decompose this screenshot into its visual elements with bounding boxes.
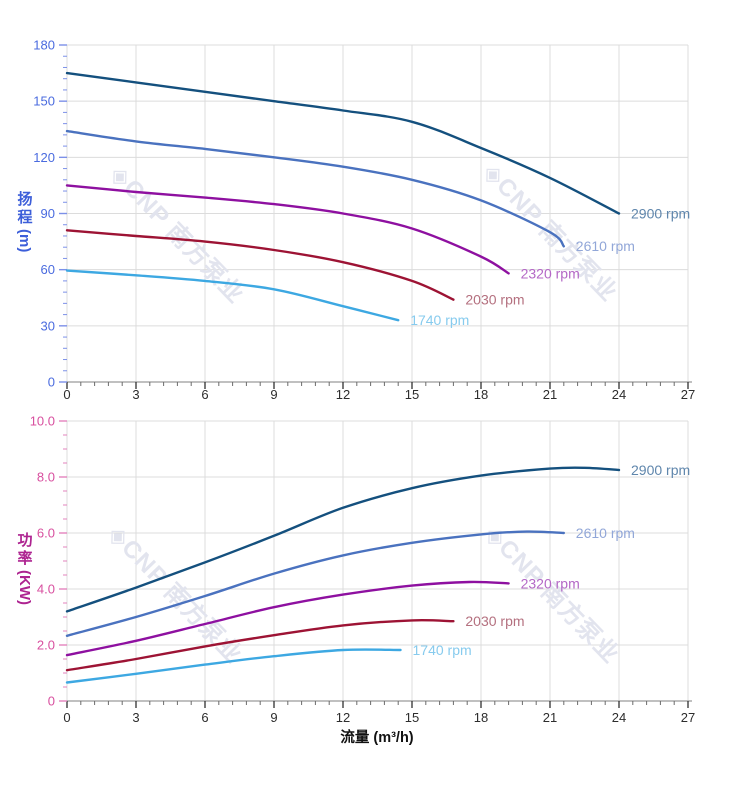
y-axis-title-char: 率 — [17, 549, 32, 567]
x-tick-label: 27 — [681, 387, 695, 402]
curve-2030-rpm-power — [65, 619, 455, 672]
curve-1740-rpm-head — [65, 269, 400, 322]
cnp-watermark: ◈CNP 南方泵业 — [480, 520, 625, 669]
x-axis-title: 流量 (m³/h) — [340, 728, 413, 746]
y-axis-title-unit: (m) — [16, 229, 33, 252]
plots: 2900 rpm 2610 rpm 2320 rpm 2030 rpm 1740 rpm… — [65, 71, 690, 684]
series-label-2610-rpm-power: 2610 rpm — [576, 525, 635, 541]
series-label-2900-rpm-head: 2900 rpm — [631, 205, 690, 221]
x-tick-label: 15 — [405, 387, 419, 402]
series-label-2030-rpm-head: 2030 rpm — [465, 292, 524, 308]
curve-2320-rpm-power — [65, 580, 510, 657]
x-tick-label: 18 — [474, 387, 488, 402]
x-tick-label: 6 — [201, 387, 208, 402]
y-tick-label: 0 — [48, 694, 55, 709]
y-tick-label: 2.0 — [37, 638, 55, 653]
y-tick-label: 30 — [41, 318, 55, 333]
y-tick-label: 10.0 — [30, 414, 55, 429]
x-tick-label: 9 — [270, 387, 277, 402]
y-tick-label: 120 — [33, 150, 55, 165]
x-tick-label: 15 — [405, 710, 419, 725]
y-tick-label: 90 — [41, 206, 55, 221]
y-tick-label: 180 — [33, 38, 55, 53]
series-label-2900-rpm-power: 2900 rpm — [631, 462, 690, 478]
x-tick-label: 0 — [63, 710, 70, 725]
x-tick-label: 9 — [270, 710, 277, 725]
y-axis-title-char: 功 — [17, 532, 32, 549]
curve-2610-rpm-power — [65, 530, 565, 637]
curve-2320-rpm-head — [65, 184, 510, 275]
x-tick-label: 12 — [336, 387, 350, 402]
series-label-2320-rpm-head: 2320 rpm — [521, 265, 580, 281]
series-label-2320-rpm-power: 2320 rpm — [521, 575, 580, 591]
y-axis-title-char: 程 — [17, 209, 32, 226]
curve-1740-rpm-power — [65, 648, 402, 684]
x-tick-label: 3 — [132, 710, 139, 725]
y-axis-title-char: 扬 — [17, 190, 32, 208]
curve-2610-rpm-head — [65, 129, 565, 248]
x-tick-label: 27 — [681, 710, 695, 725]
y-tick-label: 8.0 — [37, 470, 55, 485]
x-tick-label: 3 — [132, 387, 139, 402]
x-tick-label: 21 — [543, 387, 557, 402]
y-tick-label: 60 — [41, 262, 55, 277]
series-label-2610-rpm-head: 2610 rpm — [576, 238, 635, 254]
x-tick-label: 12 — [336, 710, 350, 725]
x-tick-label: 6 — [201, 710, 208, 725]
y-tick-label: 0 — [48, 375, 55, 390]
curve-2030-rpm-head — [65, 229, 455, 301]
x-tick-label: 18 — [474, 710, 488, 725]
x-tick-label: 21 — [543, 710, 557, 725]
y-axis-title-unit: (KW) — [16, 570, 33, 605]
y-tick-label: 150 — [33, 94, 55, 109]
series-label-1740-rpm-head: 1740 rpm — [410, 312, 469, 328]
x-tick-label: 24 — [612, 387, 626, 402]
series-label-2030-rpm-power: 2030 rpm — [465, 613, 524, 629]
cnp-watermark: ◈CNP 南方泵业 — [103, 520, 248, 669]
curve-2900-rpm-power — [65, 466, 621, 613]
y-tick-label: 6.0 — [37, 526, 55, 541]
series-label-1740-rpm-power: 1740 rpm — [413, 642, 472, 658]
curve-2900-rpm-head — [65, 71, 621, 215]
x-tick-label: 0 — [63, 387, 70, 402]
y-tick-label: 4.0 — [37, 582, 55, 597]
x-tick-label: 24 — [612, 710, 626, 725]
